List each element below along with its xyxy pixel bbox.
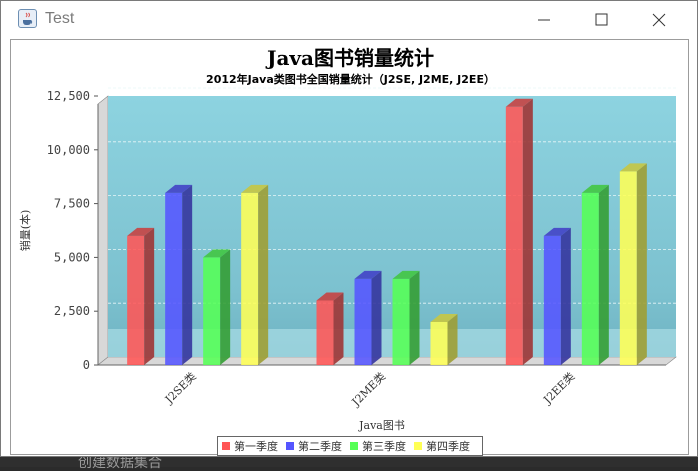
- bar-top: [581, 184, 609, 193]
- bar-front: [241, 192, 259, 365]
- bar-side: [409, 270, 420, 365]
- bar-top: [165, 184, 193, 193]
- y-tick-label: 12,500: [47, 89, 90, 103]
- plot-background: [108, 96, 676, 357]
- bar-top: [241, 184, 269, 193]
- plot-left-wall: [97, 95, 109, 366]
- bar-side: [447, 313, 458, 365]
- bar-side: [220, 249, 231, 365]
- y-tick-label: 5,000: [54, 250, 90, 264]
- legend-item: 第一季度: [222, 438, 278, 454]
- app-window: Test Java图书销量统计 2012年Java类图书全国销量统计（J2SE,…: [0, 0, 698, 457]
- x-tick-label: J2EE类: [540, 369, 578, 407]
- bar-front: [203, 257, 221, 365]
- y-axis-label: 销量(本): [18, 210, 32, 252]
- close-button[interactable]: [644, 9, 674, 31]
- java-cup-icon: [18, 9, 37, 28]
- chart-subtitle: 2012年Java类图书全国销量统计（J2SE, J2ME, J2EE）: [206, 73, 495, 86]
- close-icon: [652, 13, 666, 27]
- legend-item: 第三季度: [350, 438, 406, 454]
- bar-side: [144, 227, 155, 365]
- bar-side: [371, 270, 382, 365]
- y-tick-label: 10,000: [47, 143, 90, 157]
- legend-label: 第一季度: [234, 440, 278, 453]
- y-tick-label: 2,500: [54, 304, 90, 318]
- legend-swatch: [222, 442, 230, 450]
- plot-background-band: [108, 329, 676, 357]
- bar-top: [543, 227, 571, 236]
- bar-front: [430, 321, 448, 365]
- legend-label: 第四季度: [426, 440, 470, 453]
- bar-side: [560, 227, 571, 365]
- bar-top: [354, 270, 382, 279]
- bar-side: [258, 184, 269, 365]
- legend-label: 第三季度: [362, 440, 406, 453]
- x-tick-label: J2ME类: [348, 369, 388, 409]
- legend-swatch: [286, 442, 294, 450]
- legend-label: 第二季度: [298, 440, 342, 453]
- ide-partial-text: 创建数据集合: [78, 455, 162, 471]
- bar-side: [522, 98, 533, 365]
- ide-background-panel: [0, 456, 698, 467]
- x-tick-label: J2SE类: [161, 369, 198, 406]
- window-title: Test: [45, 10, 75, 27]
- y-tick-label: 7,500: [54, 197, 90, 211]
- bar-side: [333, 292, 344, 365]
- bar-front: [354, 278, 372, 365]
- bar-front: [316, 300, 334, 365]
- legend-item: 第四季度: [414, 438, 470, 454]
- bar-top: [127, 227, 155, 236]
- title-bar[interactable]: Test: [1, 1, 697, 39]
- chart-legend: 第一季度 第二季度 第三季度 第四季度: [217, 436, 483, 456]
- maximize-button[interactable]: [586, 9, 616, 31]
- y-tick-label: 0: [83, 358, 90, 372]
- minimize-button[interactable]: [529, 9, 559, 31]
- bar-top: [505, 98, 533, 107]
- bar-top: [430, 313, 458, 322]
- bar-front: [543, 235, 561, 365]
- bar-front: [581, 192, 599, 365]
- maximize-icon: [595, 13, 608, 26]
- bar-top: [392, 270, 420, 279]
- legend-swatch: [350, 442, 358, 450]
- bar-front: [619, 171, 637, 365]
- chart-panel: Java图书销量统计 2012年Java类图书全国销量统计（J2SE, J2ME…: [10, 39, 689, 456]
- bar-front: [127, 235, 145, 365]
- bar-front: [505, 106, 523, 365]
- minimize-icon: [538, 19, 550, 21]
- bar-side: [598, 184, 609, 365]
- x-axis-label: Java图书: [358, 419, 405, 432]
- bar-top: [203, 249, 231, 258]
- bar-top: [619, 163, 647, 172]
- bar-top: [316, 292, 344, 301]
- legend-swatch: [414, 442, 422, 450]
- bar-front: [165, 192, 183, 365]
- bar-side: [636, 163, 647, 365]
- bar-chart: 0 2,500 5,000 7,500 10,000 12,500 J2SE类 J2ME类 J2…: [18, 87, 677, 432]
- legend-item: 第二季度: [286, 438, 342, 454]
- bar-front: [392, 278, 410, 365]
- chart-title: Java图书销量统计: [266, 46, 434, 70]
- bar-side: [182, 184, 193, 365]
